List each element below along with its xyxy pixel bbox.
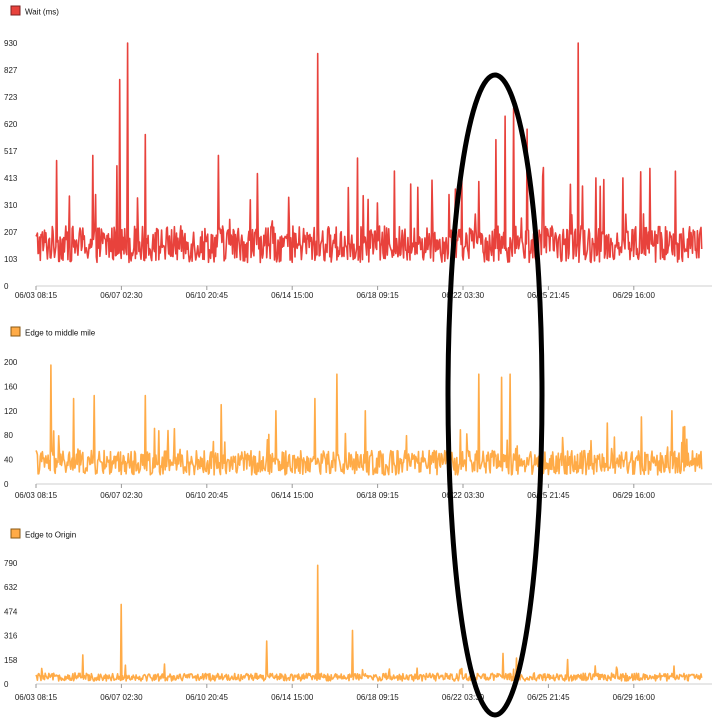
x-tick-label: 06/03 08:15 bbox=[15, 291, 58, 300]
y-tick-label: 632 bbox=[4, 583, 18, 592]
series-line bbox=[35, 564, 703, 682]
y-tick-label: 103 bbox=[4, 255, 18, 264]
legend-label-wait: Wait (ms) bbox=[25, 8, 59, 17]
legend-swatch-edge-origin bbox=[10, 528, 21, 539]
plot-edge-origin: 790 632 474 316 158 0 06/03 08:15 06/07 02:30 06… bbox=[4, 559, 712, 702]
x-tick-label: 06/18 09:15 bbox=[356, 491, 399, 500]
x-tick-label: 06/22 03:30 bbox=[442, 491, 485, 500]
x-tick-label: 06/25 21:45 bbox=[527, 491, 570, 500]
x-tick-label: 06/10 20:45 bbox=[186, 693, 229, 702]
plot-wait: 930 827 723 620 517 413 310 207 103 0 06/03 08:15 0… bbox=[4, 39, 712, 300]
x-tick-label: 06/07 02:30 bbox=[100, 693, 143, 702]
y-tick-label: 80 bbox=[4, 431, 13, 440]
y-tick-label: 0 bbox=[4, 680, 9, 689]
y-tick-label: 40 bbox=[4, 456, 13, 465]
plot-edge-middle-mile: 200 160 120 80 40 0 06/03 08:15 06/07 02:30 06/1… bbox=[4, 358, 712, 500]
chart-panel-edge-middle-mile: Edge to middle mile 200 160 120 80 40 0 06/03 … bbox=[4, 326, 712, 500]
x-tick-label: 06/25 21:45 bbox=[527, 291, 570, 300]
legend-swatch-wait bbox=[10, 5, 21, 16]
legend-swatch-edge-middle-mile bbox=[10, 326, 21, 337]
x-tick-label: 06/14 15:00 bbox=[271, 693, 314, 702]
x-tick-label: 06/10 20:45 bbox=[186, 291, 229, 300]
y-tick-label: 0 bbox=[4, 282, 9, 291]
y-tick-label: 413 bbox=[4, 174, 18, 183]
x-tick-label: 06/18 09:15 bbox=[356, 693, 399, 702]
x-tick-label: 06/25 21:45 bbox=[527, 693, 570, 702]
chart-panel-edge-origin: Edge to Origin 790 632 474 316 158 0 06/03 08:… bbox=[4, 528, 712, 702]
y-tick-label: 310 bbox=[4, 201, 18, 210]
y-tick-label: 316 bbox=[4, 632, 18, 641]
x-tick-label: 06/18 09:15 bbox=[356, 291, 399, 300]
series-line bbox=[35, 364, 703, 476]
chart-panel-wait: Wait (ms) 930 827 723 620 517 413 310 207 103 0 06… bbox=[4, 5, 712, 300]
x-tick-label: 06/22 03:30 bbox=[442, 693, 485, 702]
x-tick-label: 06/14 15:00 bbox=[271, 291, 314, 300]
y-tick-label: 827 bbox=[4, 66, 18, 75]
x-tick-label: 06/29 16:00 bbox=[613, 491, 656, 500]
y-tick-label: 517 bbox=[4, 147, 18, 156]
y-tick-label: 158 bbox=[4, 656, 18, 665]
x-tick-label: 06/07 02:30 bbox=[100, 491, 143, 500]
x-tick-label: 06/22 03:30 bbox=[442, 291, 485, 300]
x-tick-label: 06/14 15:00 bbox=[271, 491, 314, 500]
legend-label-edge-middle-mile: Edge to middle mile bbox=[25, 329, 96, 338]
x-tick-label: 06/10 20:45 bbox=[186, 491, 229, 500]
y-tick-label: 790 bbox=[4, 559, 18, 568]
y-tick-label: 160 bbox=[4, 382, 18, 391]
series-line bbox=[35, 42, 703, 264]
x-tick-label: 06/03 08:15 bbox=[15, 693, 58, 702]
legend-label-edge-origin: Edge to Origin bbox=[25, 531, 76, 540]
y-tick-label: 474 bbox=[4, 607, 18, 616]
y-tick-label: 723 bbox=[4, 93, 18, 102]
x-tick-label: 06/29 16:00 bbox=[613, 693, 656, 702]
y-tick-label: 120 bbox=[4, 407, 18, 416]
y-tick-label: 620 bbox=[4, 120, 18, 129]
annotation-ellipse bbox=[445, 72, 545, 718]
y-tick-label: 0 bbox=[4, 480, 9, 489]
y-tick-label: 207 bbox=[4, 228, 18, 237]
x-tick-label: 06/29 16:00 bbox=[613, 291, 656, 300]
y-tick-label: 930 bbox=[4, 39, 18, 48]
x-tick-label: 06/03 08:15 bbox=[15, 491, 58, 500]
y-tick-label: 200 bbox=[4, 358, 18, 367]
x-tick-label: 06/07 02:30 bbox=[100, 291, 143, 300]
